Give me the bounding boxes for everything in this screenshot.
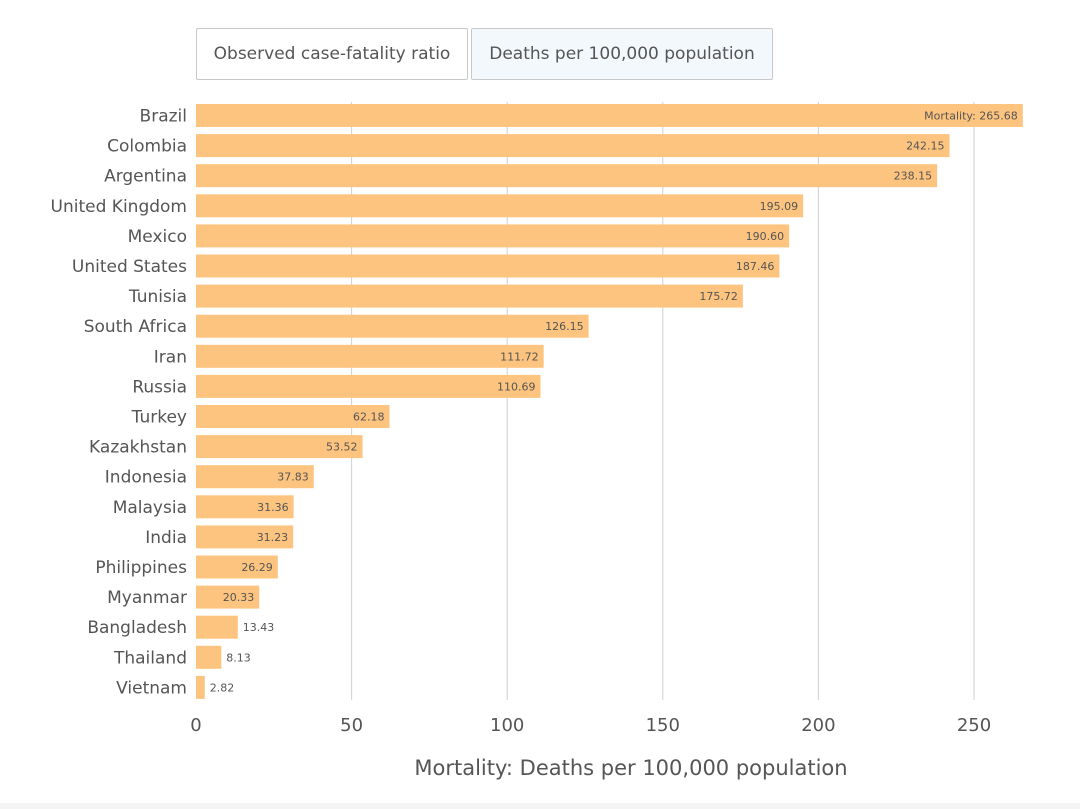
bar[interactable] [196, 675, 205, 699]
bar[interactable] [196, 465, 314, 489]
x-axis-title: Mortality: Deaths per 100,000 population [414, 756, 847, 780]
category-label: Colombia [107, 137, 187, 157]
category-label: Iran [154, 347, 187, 367]
data-label: 111.72 [500, 350, 539, 363]
data-label: 8.13 [226, 651, 251, 664]
metric-tabs: Observed case-fatality ratio Deaths per … [196, 28, 773, 80]
category-label: Vietnam [116, 678, 187, 698]
data-label: 37.83 [277, 471, 309, 484]
category-label: United States [72, 257, 187, 277]
category-label: Indonesia [105, 468, 187, 488]
data-label: 175.72 [699, 290, 738, 303]
category-labels: Brazil Colombia Argentina United Kingdom Mex… [51, 107, 188, 699]
bar[interactable] [196, 525, 294, 549]
data-label: 13.43 [243, 621, 275, 634]
category-label: South Africa [84, 317, 187, 337]
bar[interactable] [196, 344, 544, 368]
category-label: Brazil [140, 107, 187, 127]
bar[interactable] [196, 284, 743, 308]
data-label: 20.33 [223, 591, 255, 604]
x-tick-label: 50 [340, 715, 363, 736]
data-label: 31.23 [257, 531, 289, 544]
data-label: 2.82 [210, 681, 235, 694]
bar[interactable] [196, 495, 294, 519]
data-label: 126.15 [545, 320, 584, 333]
category-label: Philippines [95, 558, 187, 578]
bar[interactable] [196, 435, 363, 459]
data-label: 62.18 [353, 411, 385, 424]
bar[interactable] [196, 405, 390, 428]
category-label: Myanmar [107, 588, 187, 608]
category-label: Kazakhstan [89, 438, 187, 458]
category-label: Russia [132, 377, 187, 397]
data-label: 195.09 [760, 200, 799, 213]
bar[interactable] [196, 164, 938, 188]
bar[interactable] [196, 314, 589, 338]
category-label: Malaysia [113, 498, 187, 518]
bar[interactable] [196, 615, 238, 639]
data-label: 53.52 [326, 441, 358, 454]
bar[interactable] [196, 194, 804, 218]
tab-deaths-per-100k[interactable]: Deaths per 100,000 population [471, 28, 773, 80]
bar[interactable] [196, 104, 1023, 127]
data-label: 110.69 [497, 380, 536, 393]
data-label: 242.15 [906, 140, 945, 153]
bar[interactable] [196, 224, 790, 248]
bar[interactable] [196, 374, 541, 398]
x-tick-label: 0 [190, 715, 201, 736]
x-tick-label: 200 [801, 715, 835, 736]
bottom-strip [0, 803, 1080, 809]
data-label: 26.29 [241, 561, 273, 574]
x-tick-labels: 0 50 100 150 200 250 [190, 715, 991, 736]
gridlines [351, 102, 975, 700]
bar[interactable] [196, 134, 950, 158]
category-label: United Kingdom [51, 197, 187, 217]
tab-case-fatality-ratio[interactable]: Observed case-fatality ratio [196, 28, 468, 80]
category-label: Bangladesh [87, 618, 187, 638]
x-tick-label: 150 [646, 715, 680, 736]
bar[interactable] [196, 254, 780, 278]
bar[interactable] [196, 585, 260, 609]
category-label: Argentina [104, 167, 187, 187]
x-tick-label: 250 [957, 715, 991, 736]
data-label: 190.60 [746, 230, 785, 243]
data-label: 238.15 [894, 170, 933, 183]
x-tick-label: 100 [490, 715, 524, 736]
bar[interactable] [196, 555, 278, 579]
category-label: Tunisia [128, 287, 187, 307]
category-label: Thailand [113, 648, 187, 668]
bar[interactable] [196, 645, 222, 669]
category-label: India [145, 528, 187, 548]
category-label: Mexico [128, 227, 187, 247]
data-label: Mortality: 265.68 [924, 110, 1018, 123]
bars: Mortality: 265.68 242.15 238.15 195.09 190.6… [196, 104, 1023, 699]
data-label: 31.36 [257, 501, 289, 514]
category-label: Turkey [131, 408, 187, 428]
data-label: 187.46 [736, 260, 775, 273]
